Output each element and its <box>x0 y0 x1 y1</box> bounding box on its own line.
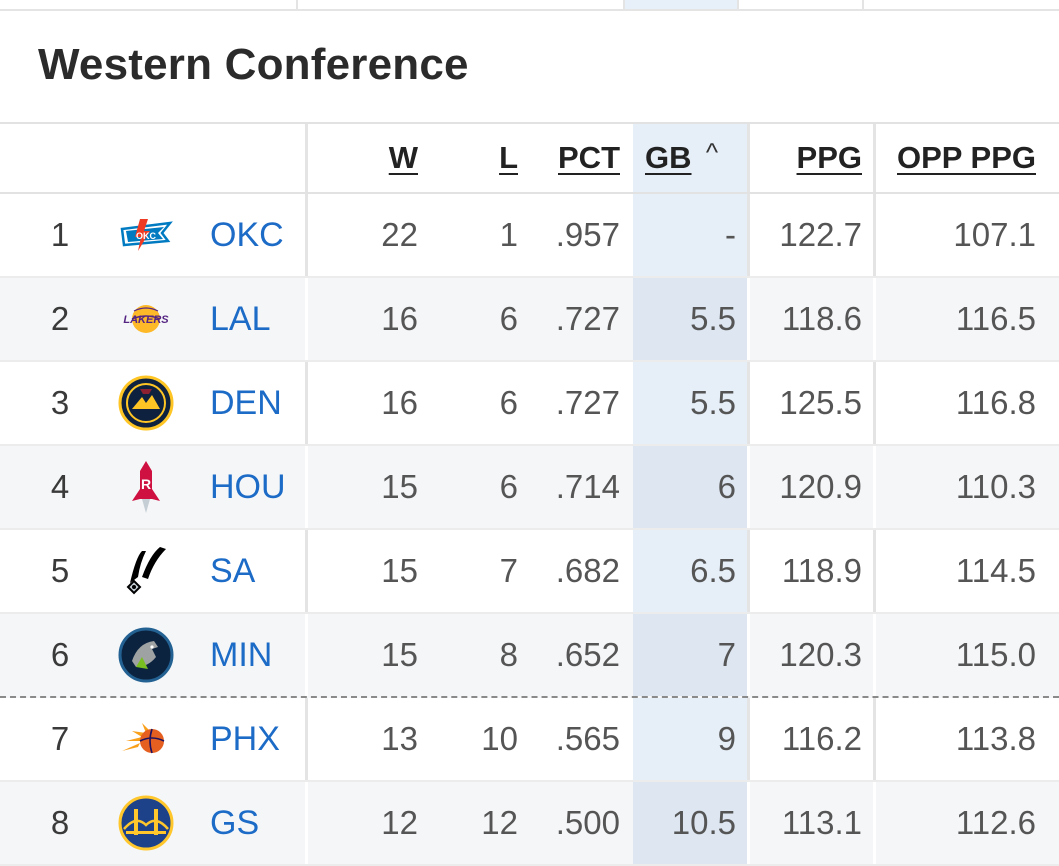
losses: 6 <box>499 468 518 505</box>
wins: 15 <box>381 468 418 505</box>
header-l[interactable]: L <box>499 140 518 175</box>
games-back: 6 <box>717 468 736 505</box>
standings-table: W L PCT GB ^ PPG OPP PPG 1 OKC OKC 22 1 .… <box>0 122 1059 866</box>
table-row-phx: 7 PHX 13 10 .565 9 116.2 113.8 <box>0 698 1059 782</box>
wins: 15 <box>381 636 418 673</box>
rockets-logo[interactable]: R <box>116 446 176 528</box>
table-row-lal: 2 LAKERS LAL 16 6 .727 5.5 118.6 116.5 <box>0 278 1059 362</box>
games-back: 5.5 <box>690 384 736 421</box>
opp-ppg: 115.0 <box>955 636 1036 673</box>
wins: 15 <box>381 552 418 589</box>
games-back: 7 <box>717 636 736 673</box>
opp-ppg: 107.1 <box>953 216 1036 253</box>
team-link-den[interactable]: DEN <box>210 383 282 422</box>
table-row-okc: 1 OKC OKC 22 1 .957 - 122.7 107.1 <box>0 194 1059 278</box>
losses: 6 <box>499 384 518 421</box>
rank: 1 <box>50 216 70 253</box>
ppg: 116.2 <box>781 720 862 757</box>
team-link-gs[interactable]: GS <box>210 803 260 842</box>
rank: 5 <box>50 552 70 589</box>
losses: 12 <box>481 804 518 841</box>
header-opp-ppg[interactable]: OPP PPG <box>897 140 1036 175</box>
win-pct: .652 <box>555 636 620 673</box>
ppg: 125.5 <box>779 384 862 421</box>
table-row-hou: 4 R HOU 15 6 .714 6 120.9 110.3 <box>0 446 1059 530</box>
wins: 12 <box>381 804 418 841</box>
team-link-sa[interactable]: SA <box>210 551 256 590</box>
rank: 8 <box>50 804 70 841</box>
losses: 10 <box>481 720 518 757</box>
games-back: 6.5 <box>690 552 736 589</box>
ppg: 122.7 <box>779 216 862 253</box>
nuggets-logo[interactable] <box>116 362 176 444</box>
win-pct: .957 <box>555 216 620 253</box>
ppg: 113.1 <box>781 804 862 841</box>
table-row-min: 6 MIN 15 8 .652 7 120.3 115.0 <box>0 614 1059 698</box>
wins: 16 <box>381 384 418 421</box>
svg-text:OKC: OKC <box>136 231 157 241</box>
ppg: 120.9 <box>779 468 862 505</box>
win-pct: .727 <box>555 384 620 421</box>
losses: 1 <box>499 216 518 253</box>
svg-text:LAKERS: LAKERS <box>123 314 169 326</box>
opp-ppg: 116.8 <box>955 384 1036 421</box>
thunder-logo[interactable]: OKC <box>116 194 176 276</box>
losses: 6 <box>499 300 518 337</box>
losses: 7 <box>499 552 518 589</box>
ppg: 120.3 <box>779 636 862 673</box>
rank: 3 <box>50 384 70 421</box>
opp-ppg: 112.6 <box>955 804 1036 841</box>
team-link-min[interactable]: MIN <box>210 635 273 674</box>
table-row-sa: 5 SA 15 7 .682 6.5 118.9 114.5 <box>0 530 1059 614</box>
opp-ppg: 114.5 <box>955 552 1036 589</box>
wins: 13 <box>381 720 418 757</box>
games-back: 9 <box>717 720 736 757</box>
losses: 8 <box>499 636 518 673</box>
wins: 16 <box>381 300 418 337</box>
win-pct: .727 <box>555 300 620 337</box>
rank: 7 <box>50 720 70 757</box>
opp-ppg: 116.5 <box>955 300 1036 337</box>
team-link-okc[interactable]: OKC <box>210 215 284 254</box>
header-w[interactable]: W <box>388 140 418 175</box>
team-link-phx[interactable]: PHX <box>210 719 280 758</box>
win-pct: .500 <box>555 804 620 841</box>
suns-logo[interactable] <box>116 698 176 780</box>
win-pct: .565 <box>555 720 620 757</box>
warriors-logo[interactable] <box>116 782 176 864</box>
win-pct: .714 <box>555 468 620 505</box>
header-ppg[interactable]: PPG <box>796 140 862 175</box>
spurs-logo[interactable] <box>116 530 176 612</box>
caret-up-icon: ^ <box>705 136 718 167</box>
conference-title: Western Conference <box>38 40 469 89</box>
wins: 22 <box>381 216 418 253</box>
timberwolves-logo[interactable] <box>116 614 176 696</box>
header-pct[interactable]: PCT <box>558 140 620 175</box>
ppg: 118.9 <box>781 552 862 589</box>
opp-ppg: 110.3 <box>955 468 1036 505</box>
games-back: 5.5 <box>690 300 736 337</box>
svg-text:R: R <box>141 476 151 492</box>
header-gb[interactable]: GB ^ <box>645 136 718 176</box>
lakers-logo[interactable]: LAKERS <box>116 278 176 360</box>
rank: 4 <box>50 468 70 505</box>
table-row-gs: 8 GS 12 12 .500 10.5 113.1 112.6 <box>0 782 1059 866</box>
table-header-row: W L PCT GB ^ PPG OPP PPG <box>0 122 1059 194</box>
team-link-hou[interactable]: HOU <box>210 467 286 506</box>
table-row-den: 3 DEN 16 6 .727 5.5 125.5 116.8 <box>0 362 1059 446</box>
rank: 2 <box>50 300 70 337</box>
previous-section-edge <box>0 0 1059 11</box>
ppg: 118.6 <box>781 300 862 337</box>
games-back: - <box>725 216 736 253</box>
rank: 6 <box>50 636 70 673</box>
team-link-lal[interactable]: LAL <box>210 299 271 338</box>
opp-ppg: 113.8 <box>955 720 1036 757</box>
games-back: 10.5 <box>671 804 736 841</box>
win-pct: .682 <box>555 552 620 589</box>
